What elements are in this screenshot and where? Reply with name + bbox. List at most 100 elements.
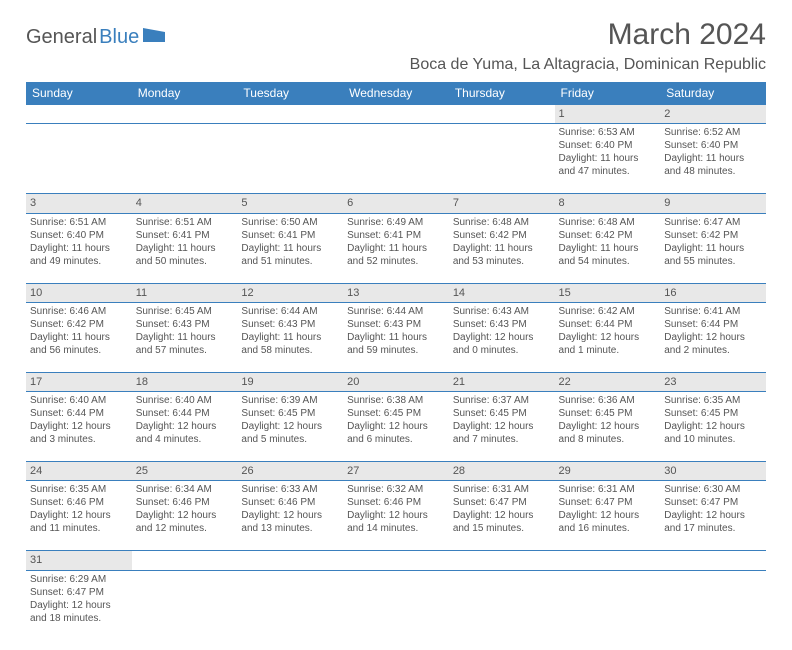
daylight-line: Daylight: 12 hours (664, 509, 762, 522)
sunset-line: Sunset: 6:44 PM (136, 407, 234, 420)
day-cell: Sunrise: 6:33 AMSunset: 6:46 PMDaylight:… (237, 481, 343, 551)
sunset-line: Sunset: 6:41 PM (136, 229, 234, 242)
sunrise-line: Sunrise: 6:37 AM (453, 394, 551, 407)
day-cell: Sunrise: 6:41 AMSunset: 6:44 PMDaylight:… (660, 302, 766, 372)
daylight-line: and 5 minutes. (241, 433, 339, 446)
day-number-cell: 28 (449, 462, 555, 481)
day-number-cell: 5 (237, 194, 343, 213)
sunset-line: Sunset: 6:41 PM (241, 229, 339, 242)
sunrise-line: Sunrise: 6:48 AM (559, 216, 657, 229)
daylight-line: Daylight: 12 hours (241, 420, 339, 433)
daylight-line: and 17 minutes. (664, 522, 762, 535)
sunset-line: Sunset: 6:45 PM (664, 407, 762, 420)
sunrise-line: Sunrise: 6:44 AM (347, 305, 445, 318)
month-title: March 2024 (410, 18, 766, 52)
sunrise-line: Sunrise: 6:31 AM (453, 483, 551, 496)
sunrise-line: Sunrise: 6:53 AM (559, 126, 657, 139)
title-block: March 2024 Boca de Yuma, La Altagracia, … (410, 18, 766, 74)
day-number-cell: 12 (237, 283, 343, 302)
day-number-cell: 2 (660, 105, 766, 124)
day-number-row: 24252627282930 (26, 462, 766, 481)
daylight-line: and 12 minutes. (136, 522, 234, 535)
sunset-line: Sunset: 6:43 PM (453, 318, 551, 331)
daylight-line: Daylight: 12 hours (30, 420, 128, 433)
sunrise-line: Sunrise: 6:50 AM (241, 216, 339, 229)
daylight-line: and 48 minutes. (664, 165, 762, 178)
daylight-line: Daylight: 12 hours (559, 420, 657, 433)
day-number-cell: 18 (132, 372, 238, 391)
day-number-row: 17181920212223 (26, 372, 766, 391)
sunset-line: Sunset: 6:46 PM (136, 496, 234, 509)
day-number-cell: 13 (343, 283, 449, 302)
sunset-line: Sunset: 6:43 PM (347, 318, 445, 331)
daylight-line: and 15 minutes. (453, 522, 551, 535)
sunrise-line: Sunrise: 6:31 AM (559, 483, 657, 496)
day-number-row: 3456789 (26, 194, 766, 213)
day-number-cell: 29 (555, 462, 661, 481)
daylight-line: Daylight: 12 hours (347, 509, 445, 522)
daylight-line: Daylight: 12 hours (136, 420, 234, 433)
sunrise-line: Sunrise: 6:51 AM (30, 216, 128, 229)
daylight-line: Daylight: 12 hours (453, 509, 551, 522)
daylight-line: and 10 minutes. (664, 433, 762, 446)
day-number-cell (343, 105, 449, 124)
day-cell (343, 570, 449, 640)
day-number-cell: 23 (660, 372, 766, 391)
daylight-line: Daylight: 11 hours (453, 242, 551, 255)
daylight-line: Daylight: 12 hours (453, 420, 551, 433)
day-cell (555, 570, 661, 640)
day-cell: Sunrise: 6:43 AMSunset: 6:43 PMDaylight:… (449, 302, 555, 372)
day-number-cell: 17 (26, 372, 132, 391)
day-cell: Sunrise: 6:52 AMSunset: 6:40 PMDaylight:… (660, 124, 766, 194)
day-number-cell (449, 105, 555, 124)
day-cell: Sunrise: 6:38 AMSunset: 6:45 PMDaylight:… (343, 392, 449, 462)
daylight-line: and 54 minutes. (559, 255, 657, 268)
sunrise-line: Sunrise: 6:39 AM (241, 394, 339, 407)
sunset-line: Sunset: 6:40 PM (664, 139, 762, 152)
sunset-line: Sunset: 6:40 PM (559, 139, 657, 152)
day-number-cell: 24 (26, 462, 132, 481)
day-number-cell: 15 (555, 283, 661, 302)
sunrise-line: Sunrise: 6:46 AM (30, 305, 128, 318)
day-number-cell (237, 105, 343, 124)
day-cell: Sunrise: 6:42 AMSunset: 6:44 PMDaylight:… (555, 302, 661, 372)
daylight-line: and 55 minutes. (664, 255, 762, 268)
day-cell: Sunrise: 6:39 AMSunset: 6:45 PMDaylight:… (237, 392, 343, 462)
daylight-line: and 57 minutes. (136, 344, 234, 357)
day-number-cell: 21 (449, 372, 555, 391)
day-cell: Sunrise: 6:31 AMSunset: 6:47 PMDaylight:… (449, 481, 555, 551)
day-header: Tuesday (237, 82, 343, 105)
sunrise-line: Sunrise: 6:36 AM (559, 394, 657, 407)
sunset-line: Sunset: 6:40 PM (30, 229, 128, 242)
sunrise-line: Sunrise: 6:51 AM (136, 216, 234, 229)
day-number-cell: 30 (660, 462, 766, 481)
daylight-line: Daylight: 11 hours (241, 242, 339, 255)
day-cell: Sunrise: 6:51 AMSunset: 6:40 PMDaylight:… (26, 213, 132, 283)
day-number-cell: 6 (343, 194, 449, 213)
day-number-cell (555, 551, 661, 570)
day-cell (132, 124, 238, 194)
daylight-line: and 0 minutes. (453, 344, 551, 357)
daylight-line: Daylight: 11 hours (347, 331, 445, 344)
week-content-row: Sunrise: 6:40 AMSunset: 6:44 PMDaylight:… (26, 392, 766, 462)
day-cell: Sunrise: 6:50 AMSunset: 6:41 PMDaylight:… (237, 213, 343, 283)
day-number-cell: 11 (132, 283, 238, 302)
daylight-line: and 53 minutes. (453, 255, 551, 268)
page-header: GeneralBlue March 2024 Boca de Yuma, La … (26, 18, 766, 74)
day-number-cell (237, 551, 343, 570)
location-subtitle: Boca de Yuma, La Altagracia, Dominican R… (410, 56, 766, 74)
daylight-line: and 49 minutes. (30, 255, 128, 268)
daylight-line: and 18 minutes. (30, 612, 128, 625)
logo-flag-icon (143, 28, 165, 42)
sunrise-line: Sunrise: 6:48 AM (453, 216, 551, 229)
daylight-line: and 51 minutes. (241, 255, 339, 268)
sunrise-line: Sunrise: 6:29 AM (30, 573, 128, 586)
day-cell: Sunrise: 6:53 AMSunset: 6:40 PMDaylight:… (555, 124, 661, 194)
sunset-line: Sunset: 6:47 PM (664, 496, 762, 509)
week-content-row: Sunrise: 6:29 AMSunset: 6:47 PMDaylight:… (26, 570, 766, 640)
sunrise-line: Sunrise: 6:33 AM (241, 483, 339, 496)
day-cell (26, 124, 132, 194)
week-content-row: Sunrise: 6:53 AMSunset: 6:40 PMDaylight:… (26, 124, 766, 194)
day-number-cell: 27 (343, 462, 449, 481)
sunrise-line: Sunrise: 6:52 AM (664, 126, 762, 139)
